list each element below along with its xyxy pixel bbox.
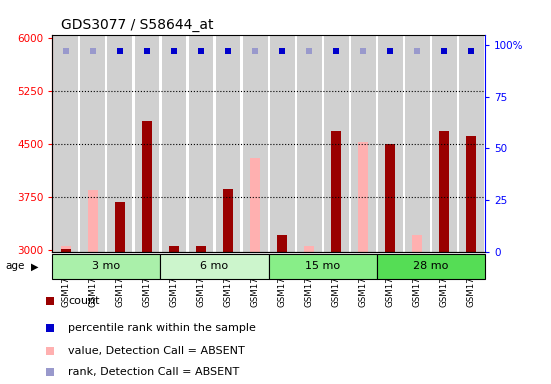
FancyBboxPatch shape bbox=[160, 254, 268, 279]
Bar bbox=[61, 246, 71, 252]
Text: 15 mo: 15 mo bbox=[305, 262, 340, 271]
Text: GDS3077 / S58644_at: GDS3077 / S58644_at bbox=[61, 18, 213, 32]
Text: 28 mo: 28 mo bbox=[413, 262, 449, 271]
Bar bbox=[161, 35, 186, 252]
Bar bbox=[459, 35, 484, 252]
Bar bbox=[53, 35, 78, 252]
Bar bbox=[107, 35, 132, 252]
Bar bbox=[142, 121, 152, 252]
Bar bbox=[61, 249, 71, 252]
Bar bbox=[80, 35, 105, 252]
Bar bbox=[215, 35, 240, 252]
Bar bbox=[467, 136, 476, 252]
Bar bbox=[324, 35, 349, 252]
Text: percentile rank within the sample: percentile rank within the sample bbox=[68, 323, 256, 333]
Bar bbox=[196, 246, 206, 252]
Bar bbox=[277, 235, 287, 252]
Bar bbox=[432, 35, 457, 252]
Bar bbox=[385, 144, 395, 252]
Text: 3 mo: 3 mo bbox=[93, 262, 121, 271]
Text: 6 mo: 6 mo bbox=[201, 262, 229, 271]
Bar bbox=[405, 35, 430, 252]
Bar bbox=[223, 189, 233, 252]
Bar bbox=[297, 35, 322, 252]
FancyBboxPatch shape bbox=[268, 254, 377, 279]
Bar bbox=[250, 157, 260, 252]
Bar bbox=[169, 246, 179, 252]
Bar bbox=[358, 142, 368, 252]
Bar bbox=[440, 131, 449, 252]
Bar bbox=[242, 35, 268, 252]
Bar bbox=[115, 202, 125, 252]
Bar bbox=[331, 131, 341, 252]
Text: rank, Detection Call = ABSENT: rank, Detection Call = ABSENT bbox=[68, 367, 239, 377]
Text: age: age bbox=[6, 262, 25, 271]
Bar bbox=[351, 35, 376, 252]
FancyBboxPatch shape bbox=[52, 254, 160, 279]
Bar bbox=[269, 35, 295, 252]
Bar bbox=[304, 246, 314, 252]
Bar bbox=[378, 35, 403, 252]
FancyBboxPatch shape bbox=[377, 254, 485, 279]
Text: value, Detection Call = ABSENT: value, Detection Call = ABSENT bbox=[68, 346, 245, 356]
Text: count: count bbox=[68, 296, 99, 306]
Bar bbox=[88, 190, 98, 252]
Bar bbox=[413, 235, 422, 252]
Bar bbox=[134, 35, 159, 252]
Bar bbox=[188, 35, 213, 252]
Text: ▶: ▶ bbox=[31, 262, 39, 271]
